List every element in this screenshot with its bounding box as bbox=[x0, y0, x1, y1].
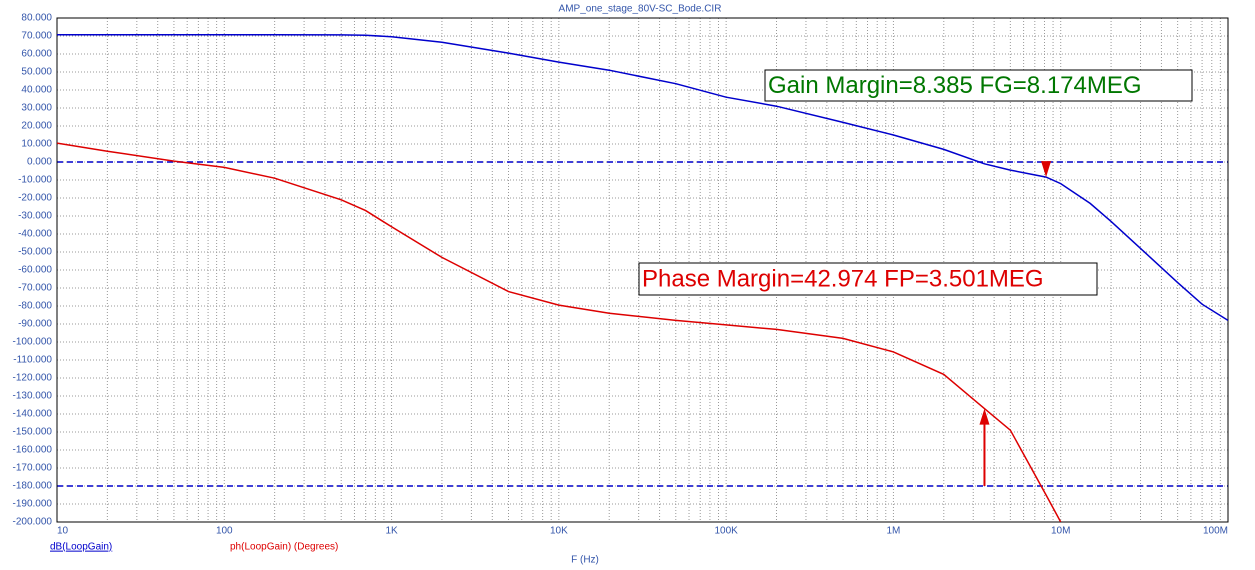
y-tick-label: -70.000 bbox=[18, 283, 52, 294]
y-tick-label: -50.000 bbox=[18, 247, 52, 258]
legend-entry: dB(LoopGain) bbox=[50, 542, 112, 553]
annotation-text: Gain Margin=8.385 FG=8.174MEG bbox=[768, 72, 1142, 99]
arrow-head bbox=[979, 408, 990, 425]
y-tick-label: -30.000 bbox=[18, 211, 52, 222]
y-tick-label: 30.000 bbox=[21, 103, 52, 114]
y-tick-label: -200.000 bbox=[13, 517, 53, 528]
x-tick-label: 10 bbox=[57, 526, 69, 537]
y-tick-label: -110.000 bbox=[13, 355, 52, 366]
y-tick-label: -20.000 bbox=[18, 193, 52, 204]
y-tick-label: -80.000 bbox=[18, 301, 52, 312]
y-tick-label: -40.000 bbox=[18, 229, 52, 240]
y-tick-label: -60.000 bbox=[18, 265, 52, 276]
y-tick-label: -10.000 bbox=[18, 175, 52, 186]
x-tick-label: 10M bbox=[1051, 526, 1070, 537]
legend-entry: ph(LoopGain) (Degrees) bbox=[230, 542, 338, 553]
arrow-head bbox=[1041, 161, 1052, 178]
y-tick-label: 50.000 bbox=[21, 67, 52, 78]
y-tick-label: -120.000 bbox=[13, 373, 53, 384]
x-axis-label: F (Hz) bbox=[571, 555, 599, 566]
y-tick-label: 20.000 bbox=[21, 121, 52, 132]
x-tick-label: 1K bbox=[385, 526, 398, 537]
y-tick-label: 60.000 bbox=[21, 49, 52, 60]
x-tick-label: 100 bbox=[216, 526, 233, 537]
y-tick-label: -100.000 bbox=[13, 337, 53, 348]
x-tick-label: 100M bbox=[1203, 526, 1228, 537]
y-tick-label: -90.000 bbox=[18, 319, 52, 330]
y-tick-label: -160.000 bbox=[13, 445, 53, 456]
series-line bbox=[57, 33, 1228, 322]
y-tick-label: 0.000 bbox=[27, 157, 52, 168]
x-tick-label: 10K bbox=[550, 526, 568, 537]
chart-title: AMP_one_stage_80V-SC_Bode.CIR bbox=[559, 4, 722, 15]
y-tick-label: -130.000 bbox=[13, 391, 53, 402]
x-tick-label: 100K bbox=[714, 526, 738, 537]
annotation-box bbox=[764, 69, 1193, 102]
y-tick-label: 10.000 bbox=[21, 139, 52, 150]
y-tick-label: -190.000 bbox=[13, 499, 53, 510]
y-tick-label: -150.000 bbox=[13, 427, 53, 438]
annotation-text: Phase Margin=42.974 FP=3.501MEG bbox=[642, 265, 1044, 292]
y-tick-label: -170.000 bbox=[13, 463, 53, 474]
y-tick-label: -140.000 bbox=[13, 409, 53, 420]
y-tick-label: 80.000 bbox=[21, 13, 52, 24]
annotation-box bbox=[638, 262, 1098, 296]
plot-frame bbox=[56, 17, 1229, 523]
series-line bbox=[57, 142, 1062, 522]
x-tick-label: 1M bbox=[886, 526, 900, 537]
y-tick-label: -180.000 bbox=[13, 481, 53, 492]
y-tick-label: 70.000 bbox=[21, 31, 52, 42]
y-tick-label: 40.000 bbox=[21, 85, 52, 96]
